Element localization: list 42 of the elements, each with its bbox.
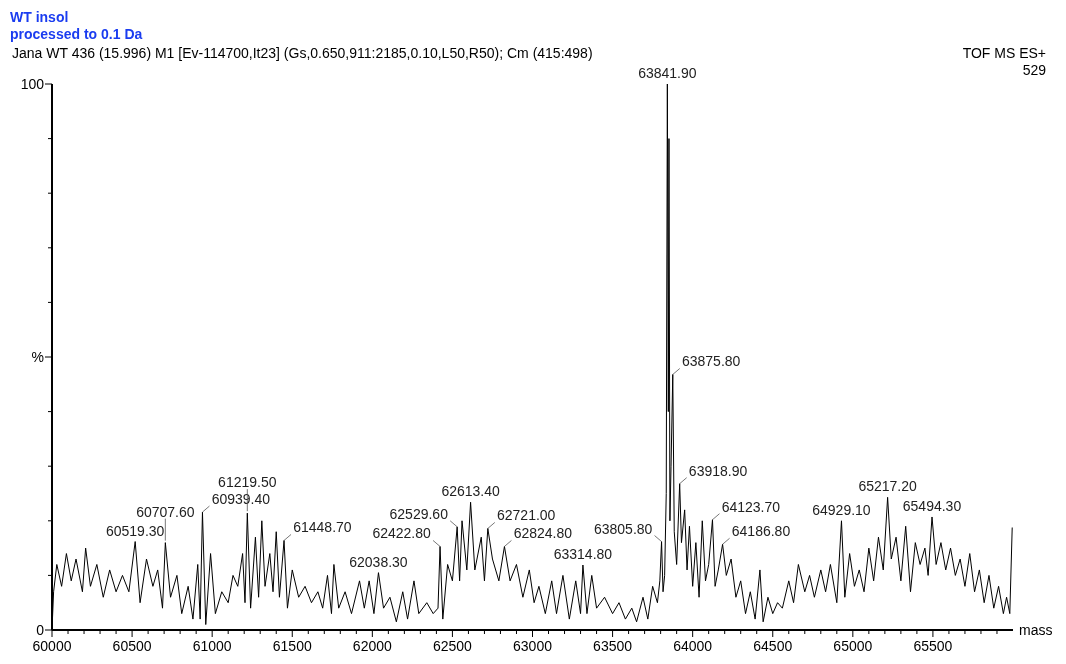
- x-tick-label: 61000: [192, 638, 232, 654]
- annotation: 65217.20: [858, 478, 918, 495]
- annotation: 62721.00: [497, 507, 556, 524]
- annotation: 63805.80: [593, 520, 653, 537]
- annotation: 62422.80: [372, 525, 432, 542]
- annotation: 63841.90: [638, 65, 697, 81]
- annotation: 62529.60: [389, 505, 449, 522]
- x-tick-label: 65500: [913, 638, 953, 654]
- x-tick-label: 65000: [833, 638, 873, 654]
- x-tick-label: 64500: [753, 638, 793, 654]
- annotation: 63875.80: [681, 353, 741, 370]
- x-tick-label: 63500: [593, 638, 633, 654]
- annotation: 64123.70: [721, 498, 781, 515]
- annotation: 60707.60: [136, 503, 195, 520]
- y-tick-label: %: [31, 349, 44, 365]
- text: TOF MS ES+: [962, 45, 1046, 61]
- annotation: 64929.10: [812, 501, 871, 518]
- annotation: 62824.80: [513, 525, 573, 542]
- annotation: 62613.40: [441, 483, 500, 500]
- x-tick-label: 62500: [432, 638, 473, 654]
- x-tick-label: 61500: [272, 638, 312, 654]
- text: Jana WT 436 (15.996) M1 [Ev-114700,It23] (Gs,0.650,911:2185,0.10,L50,R50); Cm (415:498): [12, 45, 593, 61]
- x-tick-label: 60000: [32, 638, 72, 654]
- chart-subtitle: processed to 0.1 Da: [10, 26, 143, 42]
- annotation: 61448.70: [293, 519, 352, 536]
- annotation: 60519.30: [105, 522, 165, 539]
- chart-title: WT insol: [10, 9, 69, 25]
- x-tick-label: 63000: [513, 638, 553, 654]
- annotation: 63918.90: [688, 462, 748, 479]
- text: 529: [1022, 62, 1047, 78]
- annotation: 60939.40: [211, 491, 271, 508]
- annotation: 63314.80: [553, 546, 613, 563]
- annotation: 64186.80: [731, 523, 791, 540]
- annotation: 62038.30: [349, 553, 408, 570]
- y-tick-label: 0: [36, 622, 45, 638]
- annotation: 61219.50: [218, 474, 277, 491]
- x-tick-label: 62000: [352, 638, 393, 654]
- x-tick-label: 60500: [112, 638, 152, 654]
- x-axis-title: mass: [1019, 622, 1053, 638]
- y-tick-label: 100: [20, 76, 45, 92]
- x-tick-label: 64000: [673, 638, 713, 654]
- annotation: 65494.30: [902, 497, 962, 514]
